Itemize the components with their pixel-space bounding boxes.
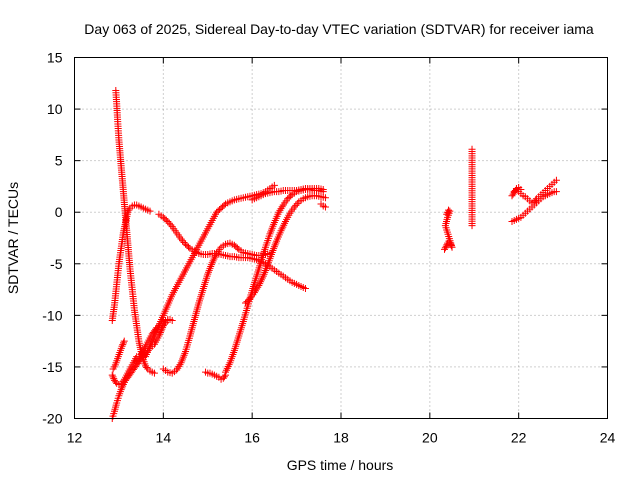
data-point xyxy=(110,375,118,383)
y-tick-label: -15 xyxy=(42,359,62,375)
data-point xyxy=(275,208,283,216)
series-arc-14 xyxy=(317,200,329,211)
data-point xyxy=(146,207,154,215)
data-point xyxy=(287,192,295,200)
data-point xyxy=(109,373,117,381)
series-arc-2 xyxy=(108,201,154,325)
series-arc-19 xyxy=(508,183,525,200)
grid-lines xyxy=(74,57,608,419)
data-point xyxy=(442,242,450,250)
x-tick-label: 24 xyxy=(600,430,616,446)
data-point xyxy=(552,188,560,196)
y-tick-label: -5 xyxy=(50,256,63,272)
data-point xyxy=(117,386,125,394)
data-point xyxy=(164,217,172,225)
x-axis-label: GPS time / hours xyxy=(287,457,394,473)
axis-ticks: 12 14 16 18 20 22 24 -20 -15 -10 -5 0 5 10 15 xyxy=(42,50,615,446)
data-point xyxy=(134,356,142,364)
data-point xyxy=(290,203,298,211)
data-point xyxy=(150,369,158,377)
data-point xyxy=(444,206,452,214)
data-point xyxy=(270,181,278,189)
data-point xyxy=(321,194,329,202)
data-point xyxy=(254,283,262,291)
series-arc-17 xyxy=(508,188,560,225)
chart-title: Day 063 of 2025, Sidereal Day-to-day VTE… xyxy=(84,21,594,37)
series-arc-11 xyxy=(222,186,327,376)
data-point xyxy=(177,235,185,243)
data-point xyxy=(118,342,126,350)
x-tick-label: 18 xyxy=(333,430,349,446)
data-point xyxy=(293,200,301,208)
data-point xyxy=(441,244,449,252)
data-point xyxy=(119,341,127,349)
series-arc-16 xyxy=(468,145,476,230)
y-tick-label: 15 xyxy=(47,50,63,66)
data-point xyxy=(531,196,539,204)
y-tick-label: -10 xyxy=(42,307,62,323)
series-arc-13 xyxy=(248,184,327,204)
data-point xyxy=(173,366,181,374)
data-point xyxy=(552,176,560,184)
data-point xyxy=(108,371,116,379)
data-point xyxy=(319,186,327,194)
data-point xyxy=(220,201,228,209)
series-arc-12 xyxy=(242,192,329,307)
data-point xyxy=(143,363,151,371)
data-point xyxy=(278,203,286,211)
series-arc-15 xyxy=(440,206,456,253)
y-tick-label: -20 xyxy=(42,411,62,427)
data-point xyxy=(244,296,252,304)
data-point xyxy=(321,203,329,211)
x-tick-label: 16 xyxy=(244,430,260,446)
data-point xyxy=(119,382,127,390)
data-point xyxy=(468,222,476,230)
y-tick-label: 0 xyxy=(55,204,63,220)
data-point xyxy=(253,285,261,293)
data-point xyxy=(292,201,300,209)
x-tick-label: 12 xyxy=(67,430,83,446)
data-point xyxy=(251,287,259,295)
y-tick-label: 5 xyxy=(55,153,63,169)
data-point xyxy=(162,216,170,224)
data-point xyxy=(176,361,184,369)
data-point xyxy=(179,237,187,245)
data-point xyxy=(301,285,309,293)
x-tick-label: 20 xyxy=(422,430,438,446)
data-marks xyxy=(108,87,560,422)
data-point xyxy=(185,243,193,251)
data-point xyxy=(118,384,126,392)
data-point xyxy=(180,238,188,246)
x-tick-label: 14 xyxy=(156,430,172,446)
series-arc-4 xyxy=(109,337,128,373)
series-arc-9 xyxy=(159,239,274,377)
y-axis-label: SDTVAR / TECUs xyxy=(5,182,21,294)
data-point xyxy=(168,317,176,325)
data-point xyxy=(250,289,258,297)
data-point xyxy=(174,364,182,372)
data-point xyxy=(220,373,228,381)
data-point xyxy=(120,337,128,345)
data-point xyxy=(165,219,173,227)
x-tick-label: 22 xyxy=(511,430,527,446)
data-point xyxy=(120,339,128,347)
data-point xyxy=(157,327,165,335)
data-point xyxy=(277,205,285,213)
data-point xyxy=(440,245,448,253)
data-point xyxy=(167,221,175,229)
data-point xyxy=(158,325,166,333)
data-point xyxy=(175,362,183,370)
data-point xyxy=(233,244,241,252)
y-tick-label: 10 xyxy=(47,101,63,117)
data-point xyxy=(517,186,525,194)
data-point xyxy=(276,206,284,214)
data-point xyxy=(509,190,517,198)
